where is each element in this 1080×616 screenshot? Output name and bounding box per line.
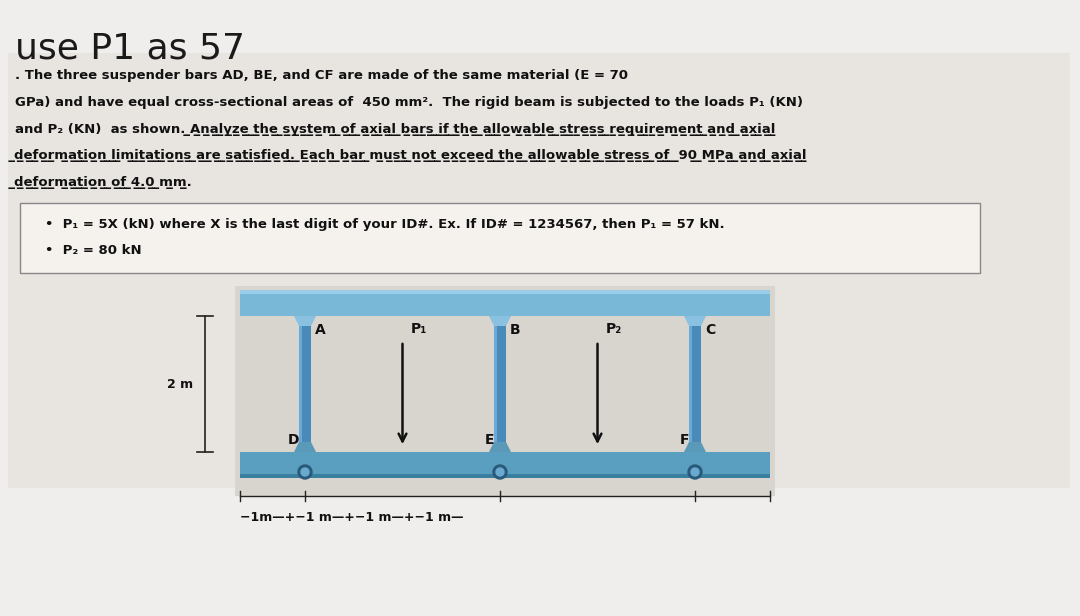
Text: GPa) and have equal cross-sectional areas of  450 mm².  The rigid beam is subjec: GPa) and have equal cross-sectional area…: [15, 96, 804, 109]
Text: −1m—+−1 m—+−1 m—+−1 m—: −1m—+−1 m—+−1 m—+−1 m—: [240, 511, 463, 524]
Text: and P₂ (KN)  as shown. ̲A̲n̲a̲l̲y̲z̲e̲ ̲t̲h̲e̲ ̲s̲y̲s̲t̲e̲m̲ ̲o̲f̲ ̲a̲x̲i̲a̲l̲ ̲: and P₂ (KN) as shown. ̲A̲n̲a̲l̲y̲z̲e̲ ̲t…: [15, 123, 775, 136]
Polygon shape: [489, 442, 511, 452]
Text: F: F: [679, 433, 689, 447]
FancyBboxPatch shape: [8, 53, 1070, 488]
Text: P₁: P₁: [410, 322, 427, 336]
Bar: [494, 316, 507, 452]
FancyBboxPatch shape: [235, 286, 775, 496]
Text: use P1 as 57: use P1 as 57: [15, 31, 245, 65]
Text: A: A: [315, 323, 326, 337]
FancyBboxPatch shape: [240, 294, 770, 316]
Text: D: D: [287, 433, 299, 447]
Bar: [299, 316, 311, 452]
Circle shape: [298, 465, 312, 479]
Polygon shape: [489, 316, 511, 326]
Circle shape: [496, 468, 504, 476]
Polygon shape: [294, 316, 316, 326]
FancyBboxPatch shape: [240, 452, 770, 474]
Polygon shape: [684, 316, 706, 326]
FancyBboxPatch shape: [240, 474, 770, 478]
Text: •  P₂ = 80 kN: • P₂ = 80 kN: [45, 244, 141, 257]
Bar: [689, 316, 701, 452]
Text: •  P₁ = 5X (kN) where X is the last digit of your ID#. Ex. If ID# = 1234567, the: • P₁ = 5X (kN) where X is the last digit…: [45, 218, 725, 231]
Text: ̲d̲e̲f̲o̲r̲m̲a̲t̲i̲o̲n̲ ̲o̲f̲ ̲4̲.̲0̲ ̲m̲m̲.: ̲d̲e̲f̲o̲r̲m̲a̲t̲i̲o̲n̲ ̲o̲f̲ ̲4̲.̲0̲ ̲m…: [15, 176, 192, 189]
Text: ̲d̲e̲f̲o̲r̲m̲a̲t̲i̲o̲n̲ ̲l̲i̲m̲i̲t̲a̲t̲i̲o̲n̲s̲ ̲a̲r̲e̲ ̲s̲a̲t̲i̲s̲f̲i̲e̲d̲.̲ ̲E: ̲d̲e̲f̲o̲r̲m̲a̲t̲i̲o̲n̲ ̲l̲i̲m̲i̲t̲a̲t̲i…: [15, 150, 808, 163]
Text: B: B: [510, 323, 521, 337]
Text: E: E: [485, 433, 494, 447]
Text: P₂: P₂: [606, 322, 622, 336]
Circle shape: [492, 465, 507, 479]
Text: 2 m: 2 m: [167, 378, 193, 391]
Polygon shape: [294, 442, 316, 452]
Text: . The three suspender bars AD, BE, and CF are made of the same material (E = 70: . The three suspender bars AD, BE, and C…: [15, 69, 627, 82]
Text: C: C: [705, 323, 715, 337]
Bar: [689, 316, 691, 452]
FancyBboxPatch shape: [21, 203, 980, 273]
Bar: [494, 316, 497, 452]
Circle shape: [301, 468, 309, 476]
Polygon shape: [684, 442, 706, 452]
FancyBboxPatch shape: [240, 290, 770, 294]
Circle shape: [688, 465, 702, 479]
Bar: [299, 316, 301, 452]
Circle shape: [691, 468, 699, 476]
